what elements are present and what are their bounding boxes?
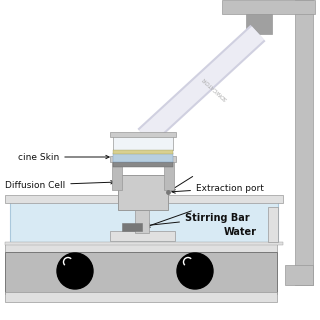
Bar: [113, 153, 173, 162]
Bar: [5, 252, 277, 294]
Bar: [268, 207, 278, 242]
Bar: [122, 223, 142, 231]
Bar: [113, 150, 173, 154]
Text: cine Skin: cine Skin: [18, 153, 109, 162]
Bar: [246, 14, 272, 34]
Bar: [285, 265, 313, 285]
Bar: [222, 0, 315, 14]
Bar: [5, 243, 277, 253]
Text: Water: Water: [224, 227, 257, 237]
Bar: [112, 160, 122, 190]
Bar: [110, 231, 175, 241]
Text: Stirring Bar: Stirring Bar: [146, 213, 250, 227]
Bar: [113, 162, 173, 167]
Bar: [110, 156, 176, 162]
Bar: [5, 292, 277, 302]
Text: SONICATOR: SONICATOR: [201, 75, 229, 101]
Bar: [5, 242, 283, 245]
Circle shape: [177, 253, 213, 289]
Bar: [110, 132, 176, 137]
Text: Diffusion Cell: Diffusion Cell: [5, 180, 114, 189]
Bar: [118, 175, 168, 210]
Circle shape: [57, 253, 93, 289]
Bar: [295, 0, 313, 285]
Bar: [10, 200, 278, 244]
Bar: [113, 136, 173, 150]
Bar: [164, 160, 174, 190]
Bar: [135, 195, 149, 233]
Bar: [5, 195, 283, 203]
Text: Extraction port: Extraction port: [172, 183, 264, 193]
